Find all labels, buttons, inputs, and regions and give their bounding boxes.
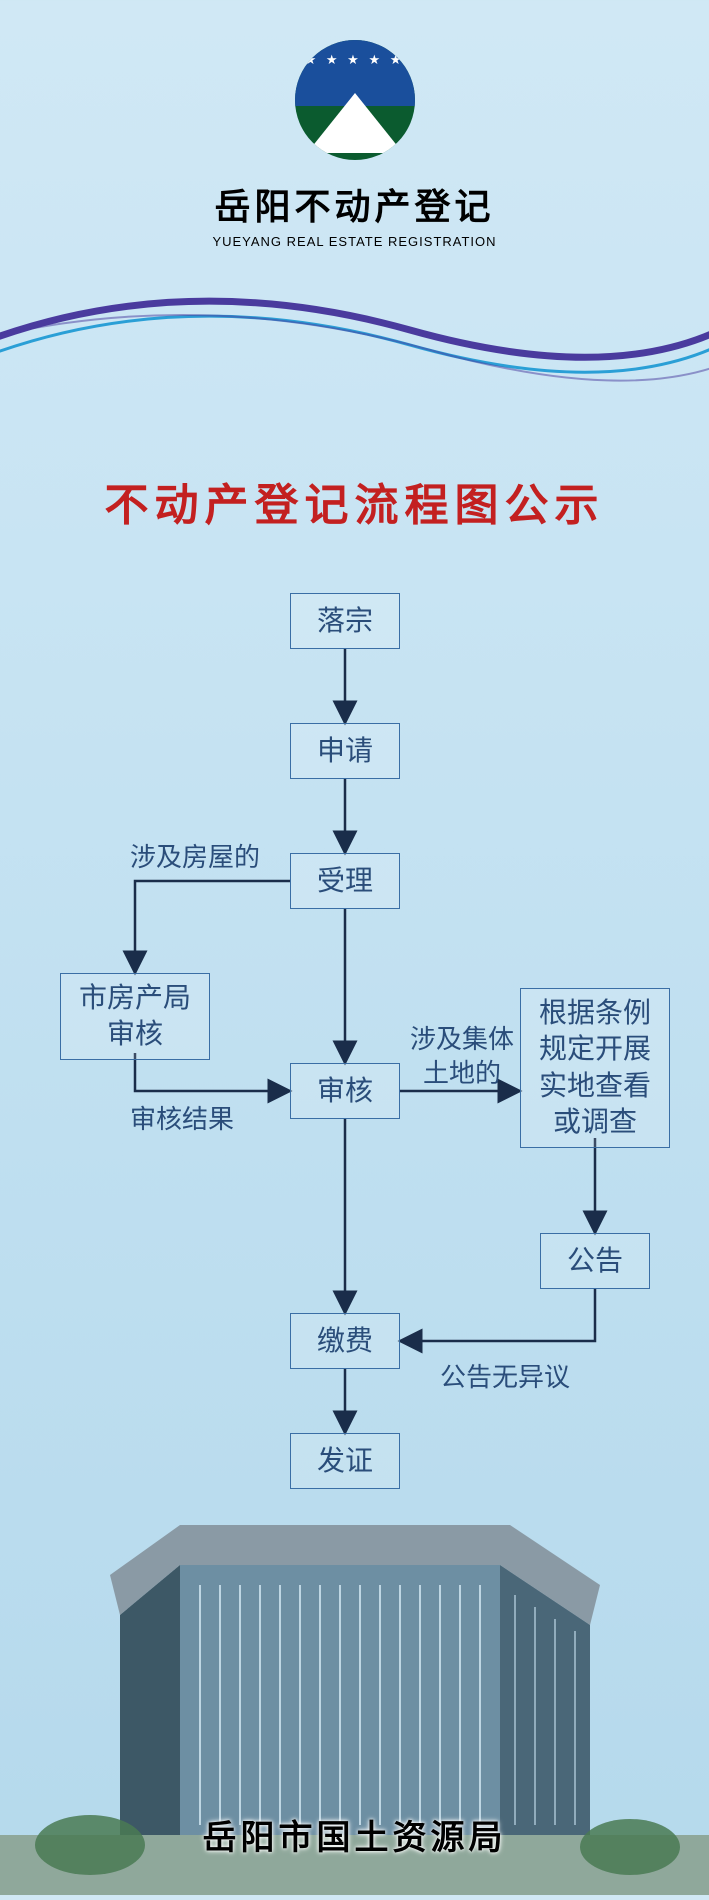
main-title: 不动产登记流程图公示: [0, 469, 709, 533]
flowchart: 落宗申请受理市房产局审核审核根据条例规定开展实地查看或调查公告缴费发证涉及房屋的…: [0, 593, 709, 1493]
flow-node-gonggao: 公告: [540, 1233, 650, 1289]
flow-edge-label-shouli-fangchan: 涉及房屋的: [130, 841, 260, 875]
flow-node-fangchan: 市房产局审核: [60, 973, 210, 1060]
org-subtitle: YUEYANG REAL ESTATE REGISTRATION: [0, 234, 709, 249]
footer-org: 岳阳市国土资源局: [0, 1810, 709, 1859]
flow-node-jiaofei: 缴费: [290, 1313, 400, 1369]
flow-edge-label-shenhe-diaocha: 涉及集体土地的: [410, 1023, 514, 1091]
flow-edge-label-gonggao-jiaofei: 公告无异议: [440, 1361, 570, 1395]
flow-node-shenhe: 审核: [290, 1063, 400, 1119]
flow-node-diaocha: 根据条例规定开展实地查看或调查: [520, 988, 670, 1148]
flow-edge-shouli-fangchan: [135, 881, 290, 973]
flow-edge-label-fangchan-shenhe: 审核结果: [130, 1103, 234, 1137]
flow-node-shenqing: 申请: [290, 723, 400, 779]
swoosh-decoration: [0, 240, 709, 440]
logo: ★ ★ ★ ★ ★: [295, 40, 415, 160]
flow-node-luozong: 落宗: [290, 593, 400, 649]
header: ★ ★ ★ ★ ★ 岳阳不动产登记 YUEYANG REAL ESTATE RE…: [0, 0, 709, 249]
flow-edge-gonggao-jiaofei: [400, 1289, 595, 1341]
org-title: 岳阳不动产登记: [0, 178, 709, 230]
flow-node-shouli: 受理: [290, 853, 400, 909]
